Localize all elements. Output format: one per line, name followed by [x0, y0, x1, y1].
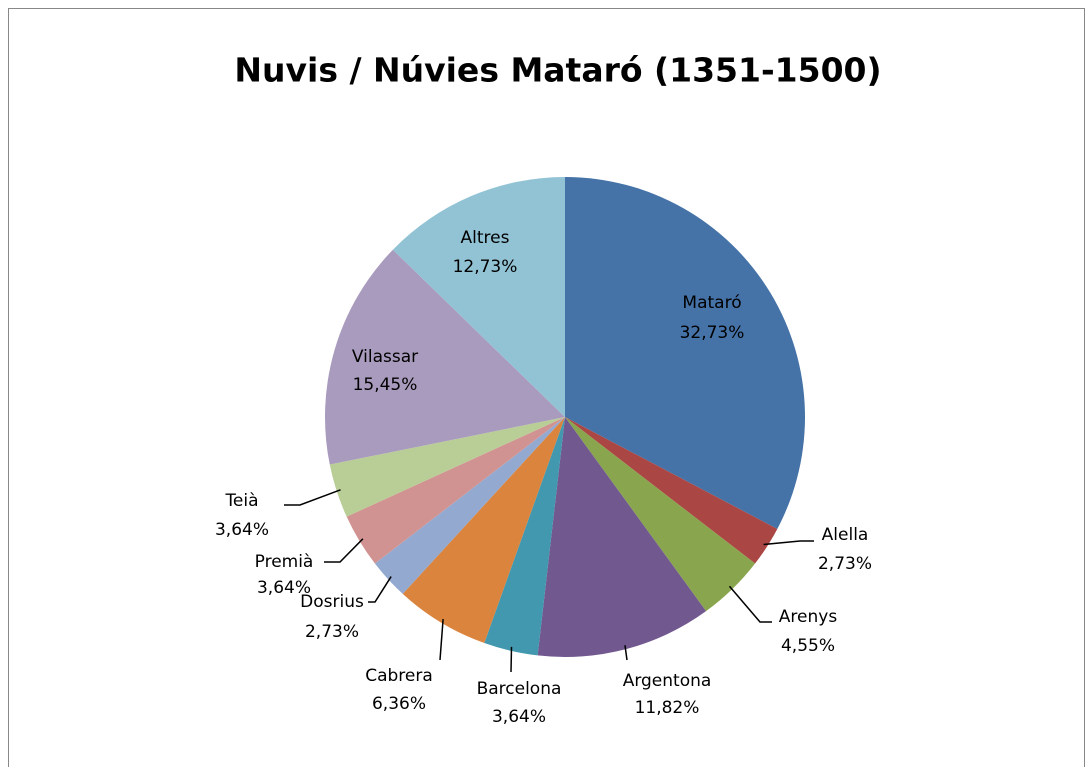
leader-line: [624, 645, 628, 661]
slice-value-label: 32,73%: [680, 323, 745, 343]
slice-value-label: 2,73%: [818, 554, 872, 574]
slice-label: Premià: [255, 552, 314, 572]
slice-value-label: 6,36%: [372, 694, 426, 714]
slice-label: Arenys: [779, 607, 838, 627]
slice-value-label: 12,73%: [453, 257, 518, 277]
pie-slice: [565, 417, 778, 564]
pie-slice: [329, 417, 565, 517]
pie-slice: [374, 417, 565, 594]
slice-value-label: 3,64%: [492, 707, 546, 727]
leader-line: [324, 538, 364, 563]
pie-slice: [392, 177, 565, 417]
leader-line: [510, 646, 513, 673]
leader-line: [439, 619, 444, 661]
pie-slice: [484, 417, 565, 656]
pie-slice: [565, 177, 805, 529]
leader-line: [763, 540, 814, 546]
leader-line: [284, 489, 341, 506]
slice-value-label: 4,55%: [781, 636, 835, 656]
slice-value-label: 3,64%: [215, 520, 269, 540]
pie-slice: [325, 249, 565, 465]
slice-value-label: 15,45%: [353, 375, 418, 395]
slice-value-label: 3,64%: [257, 578, 311, 598]
slice-label: Argentona: [623, 671, 712, 691]
slice-label: Cabrera: [365, 666, 433, 686]
slice-label: Mataró: [682, 293, 741, 313]
slice-label: Dosrius: [300, 592, 364, 612]
slice-value-label: 2,73%: [305, 622, 359, 642]
leader-line: [368, 576, 392, 603]
slice-label: Barcelona: [477, 679, 562, 699]
leader-line: [728, 585, 772, 623]
slice-label: Altres: [461, 228, 510, 248]
pie-slice: [346, 417, 565, 564]
slice-label: Teià: [224, 491, 258, 511]
pie-slice: [565, 417, 756, 612]
slice-label: Alella: [822, 525, 869, 545]
chart-title: Nuvis / Núvies Mataró (1351-1500): [234, 51, 881, 90]
slice-label: Vilassar: [352, 347, 418, 367]
slice-value-label: 11,82%: [635, 698, 700, 718]
pie-slice: [537, 417, 707, 657]
pie-slice: [402, 417, 565, 644]
